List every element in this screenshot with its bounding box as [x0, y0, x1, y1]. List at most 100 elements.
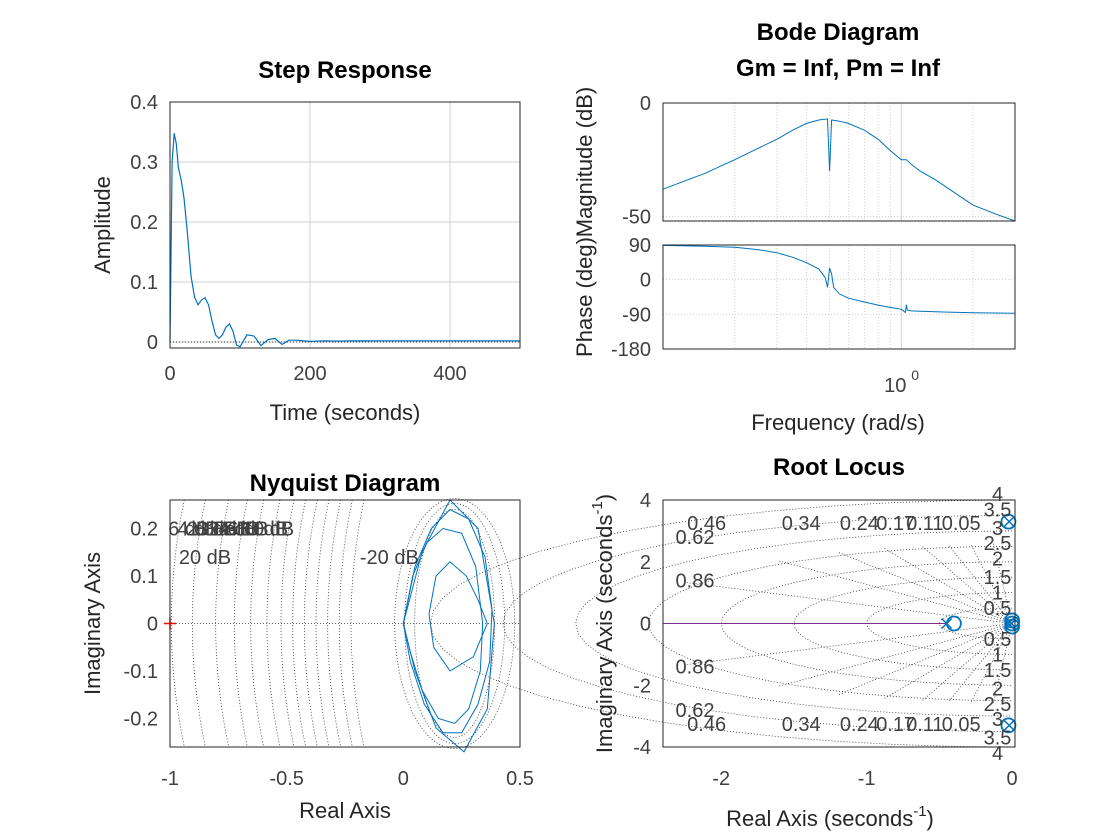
x-axis-label: Real Axis: [299, 798, 391, 823]
chart-title: Root Locus: [773, 454, 905, 481]
damping-label-bottom: 0.24: [840, 714, 879, 736]
x-tick-label: -1: [161, 768, 179, 790]
chart-title: Nyquist Diagram: [250, 470, 441, 497]
y-tick-label: 90: [629, 235, 651, 257]
frequency-gridline: [938, 607, 1013, 640]
zero-marker: [1004, 615, 1020, 632]
y-tick-label: 0: [640, 270, 651, 292]
step-response-panel: 0 200 400 0 0.1 0.2 0.3 0.4 Step Response Time (s…: [90, 57, 521, 425]
damping-gridline: [947, 623, 1013, 703]
frequency-label-top: 1.5: [984, 567, 1012, 589]
frequency-label-top: 0.5: [984, 598, 1012, 620]
frequency-label-top: 2.5: [984, 533, 1012, 555]
y-axis-label: Amplitude: [90, 176, 115, 274]
y-axis-label: Imaginary Axis (seconds-1): [589, 494, 617, 753]
damping-label-top: 0.86: [676, 570, 715, 592]
m-circle-gridline: [303, 499, 318, 748]
nyquist-series: [402, 499, 495, 753]
y-tick-label: 0.2: [130, 212, 158, 234]
y-tick-label: -50: [622, 206, 651, 228]
nyquist-series: [402, 527, 484, 724]
y-tick-label: -0.2: [124, 709, 158, 731]
db-grid-label: 10 dB: [242, 519, 294, 541]
frequency-gridline: [648, 545, 1013, 702]
damping-label-top: 0.24: [840, 513, 879, 535]
y-tick-label: 0.1: [130, 566, 158, 588]
x-tick-exponent: 0: [911, 367, 919, 383]
frequency-label-top: 3: [992, 518, 1003, 540]
frequency-gridline: [502, 515, 1013, 732]
damping-gridline: [686, 582, 1013, 624]
x-axis-label: Time (seconds): [270, 400, 421, 425]
damping-label-bottom: 0.86: [676, 657, 715, 679]
damping-label-bottom: 0.05: [942, 714, 981, 736]
pole-marker: [1003, 719, 1015, 731]
frequency-label-top: 1: [992, 583, 1003, 605]
frequency-label-bottom: 2.5: [984, 694, 1012, 716]
damping-gridline: [921, 623, 1013, 702]
y-tick-label: -180: [611, 339, 651, 361]
nyquist-axes-frame: [169, 499, 521, 748]
damping-label-top: 0.46: [687, 513, 726, 535]
damping-label-bottom: 0.62: [676, 700, 715, 722]
db-grid-label: -4 dB: [211, 519, 259, 541]
frequency-label-bottom: 0.5: [984, 629, 1012, 651]
x-tick-label: -1: [858, 768, 876, 790]
chart-title: Bode Diagram: [757, 19, 920, 46]
nyquist-series: [428, 561, 488, 672]
x-tick-label: -0.5: [269, 768, 303, 790]
nyquist-series: [402, 508, 493, 734]
y-tick-label: 0.2: [130, 519, 158, 541]
damping-label-bottom: 0.17: [876, 714, 915, 736]
x-tick-label: 10: [884, 375, 906, 397]
y-tick-label: 0: [147, 614, 158, 636]
y-tick-label: -0.1: [124, 661, 158, 683]
db-grid-label: 20 dB: [179, 547, 231, 569]
db-grid-label: 2 dB: [187, 519, 228, 541]
bode-diagram-panel: -50 0 Magnitude (dB) -180 -90 0 90 Phase (deg) 1…: [572, 19, 1016, 435]
damping-label-top: 0.17: [876, 513, 915, 535]
db-grid-label: -10 dB: [229, 519, 288, 541]
x-tick-label: 0.5: [506, 768, 534, 790]
frequency-label-top: 2: [992, 549, 1003, 571]
chart-subtitle: Gm = Inf, Pm = Inf: [736, 55, 941, 82]
damping-label-top: 0.62: [676, 527, 715, 549]
frequency-gridline: [429, 499, 1013, 748]
pole-marker: [1003, 516, 1015, 528]
damping-gridline: [921, 545, 1013, 624]
frequency-label-top: 4: [992, 484, 1003, 506]
y-axis-label: Imaginary Axis: [80, 552, 105, 695]
x-tick-label: -2: [712, 768, 730, 790]
root-locus-panel: 0.460.460.340.340.240.240.170.170.110.11…: [429, 454, 1020, 831]
frequency-label-bottom: 2: [992, 678, 1003, 700]
y-tick-label: 0: [640, 93, 651, 115]
phase-series: [662, 244, 1016, 314]
y-tick-label: -2: [633, 675, 651, 697]
x-axis-label: Real Axis (seconds-1): [726, 803, 934, 831]
x-tick-label: 0: [1007, 768, 1018, 790]
damping-label-top: 0.34: [782, 513, 821, 535]
m-circle-gridline: [394, 498, 516, 749]
damping-gridline: [837, 623, 1013, 696]
damping-label-top: 0.05: [942, 513, 981, 535]
frequency-label-bottom: 1.5: [984, 660, 1012, 682]
frequency-label-bottom: 3.5: [984, 728, 1012, 750]
x-tick-label: 0: [398, 768, 409, 790]
x-tick-label: 200: [293, 363, 326, 385]
damping-gridline: [777, 560, 1013, 624]
y-tick-label: -90: [622, 304, 651, 326]
phase-axis-label: Phase (deg): [572, 237, 597, 357]
db-grid-label: 4 dB: [177, 519, 218, 541]
y-tick-label: 0.4: [130, 92, 158, 114]
root-locus-axes-frame: [662, 499, 1016, 748]
frequency-label-bottom: 3: [992, 709, 1003, 731]
magnitude-axes-frame: [662, 102, 1016, 222]
y-tick-label: 4: [640, 490, 651, 512]
damping-label-bottom: 0.34: [782, 714, 821, 736]
magnitude-axis-label: Magnitude (dB): [572, 87, 597, 237]
y-tick-label: -4: [633, 737, 651, 759]
frequency-label-top: 3.5: [984, 499, 1012, 521]
y-tick-label: 0.3: [130, 152, 158, 174]
damping-label-bottom: 0.11: [906, 714, 943, 736]
